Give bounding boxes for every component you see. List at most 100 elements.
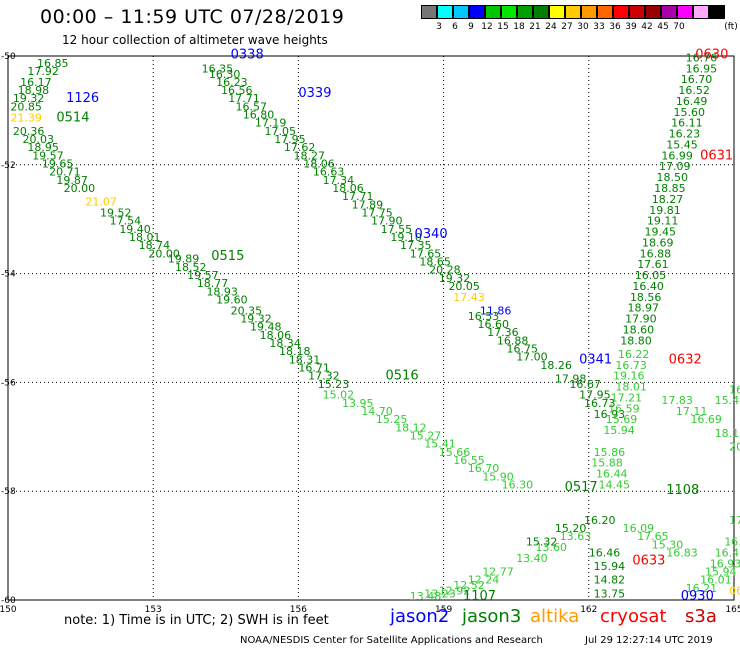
legend-cryosat: cryosat [600,606,667,627]
swh-value-label: 16.76 [686,51,718,64]
swh-value-label: 17.89 [352,198,384,211]
swh-value-label: 15.94 [594,560,626,573]
color-swatch [645,5,661,19]
swh-value-label: 12.92 [439,585,471,598]
swh-value-label: 19.32 [240,313,272,326]
swh-value-label: 15.20 [555,522,587,535]
swh-value-label: 19.57 [187,269,219,282]
swh-value-label: 16.59 [608,402,640,415]
lat-tick-label: -50 [1,52,16,62]
swh-value-label: 17.71 [342,190,374,203]
swh-value-label: 14.70 [361,405,393,418]
swh-value-label: 19.52 [100,206,131,219]
swh-value-label: 16.70 [468,462,500,475]
swh-value-label: 16.22 [618,348,650,361]
swh-value-label: 13.63 [560,530,592,543]
pass-time-label: 0633 [632,554,665,569]
color-swatch [437,5,453,19]
swh-value-label: 17.62 [284,141,316,154]
lat-tick-label: -60 [1,596,16,606]
pass-time-label: 0514 [56,110,89,125]
swh-value-label: 21.39 [10,111,41,124]
swh-value-label: 12.77 [482,566,514,579]
swh-value-label: 13.95 [342,397,374,410]
swh-value-label: 17.24 [729,514,740,527]
swh-value-label: 15.41 [424,438,456,451]
swh-value-label: 19.40 [119,223,151,236]
color-tick-label: 30 [577,22,589,32]
color-tick-label: 39 [625,22,637,32]
swh-value-label: 18.01 [129,231,161,244]
swh-value-label: 16.49 [676,95,708,108]
lon-tick-label: 165 [725,605,740,615]
swh-value-label: 15.90 [482,470,514,483]
pass-time-label: 0632 [669,352,702,367]
swh-value-label: 17.75 [361,206,393,219]
swh-value-label: 11.86 [480,304,512,317]
color-swatch [517,5,533,19]
swh-value-label: 19.48 [250,321,282,334]
swh-value-label: 17.00 [516,351,548,364]
color-swatch [581,5,597,19]
swh-value-label: 17.65 [410,247,442,260]
color-swatch [469,5,485,19]
footer-note: note: 1) Time is in UTC; 2) SWH is in fe… [64,613,329,628]
swh-value-label: 18.93 [206,285,238,298]
swh-value-label: 18.06 [260,329,292,342]
swh-value-label: 19.32 [439,272,471,285]
swh-value-label: 13.60 [536,541,568,554]
swh-value-label: 19.45 [644,226,676,239]
color-tick-label: 21 [529,22,541,32]
swh-value-label: 18.34 [269,337,301,350]
swh-value-label: 15.45 [666,138,698,151]
swh-value-label: 16.73 [584,397,616,410]
swh-value-label: 17.90 [371,215,403,228]
swh-value-label: 15.27 [410,430,442,443]
color-tick-label: 6 [452,22,458,32]
swh-value-label: 17.54 [110,215,142,228]
pass-time-label: 1107 [463,589,496,604]
pass-time-label: 0930 [681,589,714,604]
swh-value-label: 18.31 [289,353,321,366]
swh-value-label: 19.89 [168,253,200,266]
swh-value-label: 17.55 [381,223,413,236]
swh-value-label: 16.88 [497,334,528,347]
swh-value-label: 15.02 [323,389,355,402]
color-swatch [549,5,565,19]
lat-tick-label: -52 [1,161,16,171]
swh-value-label: 17.35 [400,239,432,252]
color-swatch [485,5,501,19]
swh-value-label: 20.00 [148,247,180,260]
swh-value-label: 16.46 [589,546,621,559]
swh-value-label: 17.98 [555,372,587,385]
swh-value-label: 16.52 [678,84,710,97]
swh-value-label: 18.50 [657,171,689,184]
color-tick-label: 18 [513,22,525,32]
swh-value-label: 17.43 [453,291,485,304]
swh-value-label: 17.71 [228,92,260,105]
swh-value-label: 17.05 [265,125,297,138]
swh-value-label: 16.83 [666,546,698,559]
generated-timestamp: Jul 29 12:27:14 UTC 2019 [585,635,713,646]
swh-value-label: 16.05 [635,269,667,282]
swh-value-label: 16.53 [468,310,500,323]
swh-value-label: 19.87 [56,174,88,187]
swh-value-label: 12.52 [453,579,485,592]
swh-value-label: 20.35 [231,304,263,317]
swh-value-label: 18.85 [654,182,686,195]
swh-value-label: 16.43 [715,546,740,559]
swh-value-label: 13.75 [594,587,626,600]
page-subtitle: 12 hour collection of altimeter wave hei… [62,33,328,47]
swh-value-label: 16.35 [202,62,234,75]
color-swatch [501,5,517,19]
swh-value-label: 17.34 [323,174,355,187]
swh-value-label: 17.09 [659,160,691,173]
swh-value-label: 16.75 [507,342,539,355]
swh-value-label: 17.95 [579,389,611,402]
swh-value-label: 16.44 [596,468,628,481]
pass-time-label: 0517 [565,480,598,495]
color-tick-label: 36 [609,22,621,32]
color-swatch [421,5,437,19]
swh-value-label: 15.66 [439,446,471,459]
color-swatch [597,5,613,19]
